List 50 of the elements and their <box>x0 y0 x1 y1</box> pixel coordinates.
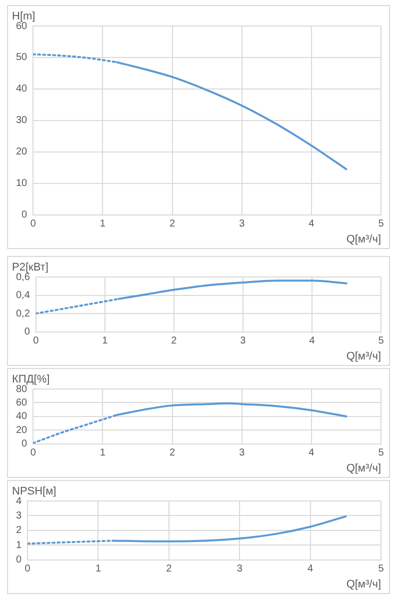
y-tick-label: 2 <box>16 525 22 536</box>
y-tick-label: 0 <box>16 554 22 566</box>
x-axis-title: Q[м³/ч] <box>346 350 381 362</box>
y-tick-label: 20 <box>16 146 28 158</box>
y-tick-label: 0,2 <box>16 308 30 320</box>
y-axis-title: P2[кВт] <box>12 262 48 274</box>
y-tick-label: 0 <box>22 210 28 221</box>
y-tick-label: 40 <box>16 411 28 422</box>
x-axis-title: Q[м³/ч] <box>346 462 381 474</box>
x-tick-label: 4 <box>308 218 315 230</box>
y-tick-label: 60 <box>16 20 28 32</box>
x-tick-label: 2 <box>166 564 172 575</box>
y-tick-label: 0,4 <box>16 290 30 302</box>
y-tick-label: 1 <box>16 540 22 551</box>
y-axis-title: H[m] <box>12 10 36 23</box>
x-tick-label: 1 <box>102 336 108 347</box>
y-tick-label: 60 <box>16 397 28 408</box>
y-tick-label: 50 <box>16 52 28 64</box>
x-tick-label: 5 <box>378 564 384 575</box>
x-tick-label: 4 <box>308 448 315 459</box>
y-tick-label: 30 <box>16 115 28 126</box>
y-tick-label: 40 <box>16 84 28 95</box>
y-axis-title: КПД[%] <box>12 374 50 386</box>
x-tick-label: 1 <box>100 218 106 230</box>
y-tick-label: 0 <box>22 438 28 450</box>
y-tick-label: 0 <box>24 326 30 338</box>
x-tick-label: 4 <box>309 336 316 347</box>
y-tick-label: 3 <box>16 510 22 522</box>
x-tick-label: 5 <box>378 336 384 347</box>
x-tick-label: 1 <box>95 564 102 575</box>
x-tick-label: 3 <box>240 336 246 347</box>
y-tick-label: 20 <box>16 424 28 436</box>
x-tick-label: 2 <box>169 448 176 459</box>
x-tick-label: 1 <box>100 448 106 459</box>
x-tick-label: 0 <box>33 336 40 347</box>
y-tick-label: 0,6 <box>16 272 30 283</box>
y-tick-label: 10 <box>16 178 28 190</box>
x-tick-label: 2 <box>169 218 176 230</box>
x-tick-label: 3 <box>239 448 246 459</box>
x-tick-label: 5 <box>378 448 384 459</box>
x-tick-label: 3 <box>236 564 243 575</box>
y-tick-label: 4 <box>16 496 22 507</box>
x-axis-title: Q[м³/ч] <box>346 578 381 590</box>
x-tick-label: 5 <box>378 218 384 230</box>
y-axis-title: NPSH[м] <box>12 486 56 498</box>
y-tick-label: 80 <box>16 384 28 395</box>
x-axis-title: Q[м³/ч] <box>346 233 381 246</box>
x-tick-label: 4 <box>308 564 314 575</box>
x-tick-label: 3 <box>239 218 246 230</box>
x-tick-label: 2 <box>171 336 178 347</box>
